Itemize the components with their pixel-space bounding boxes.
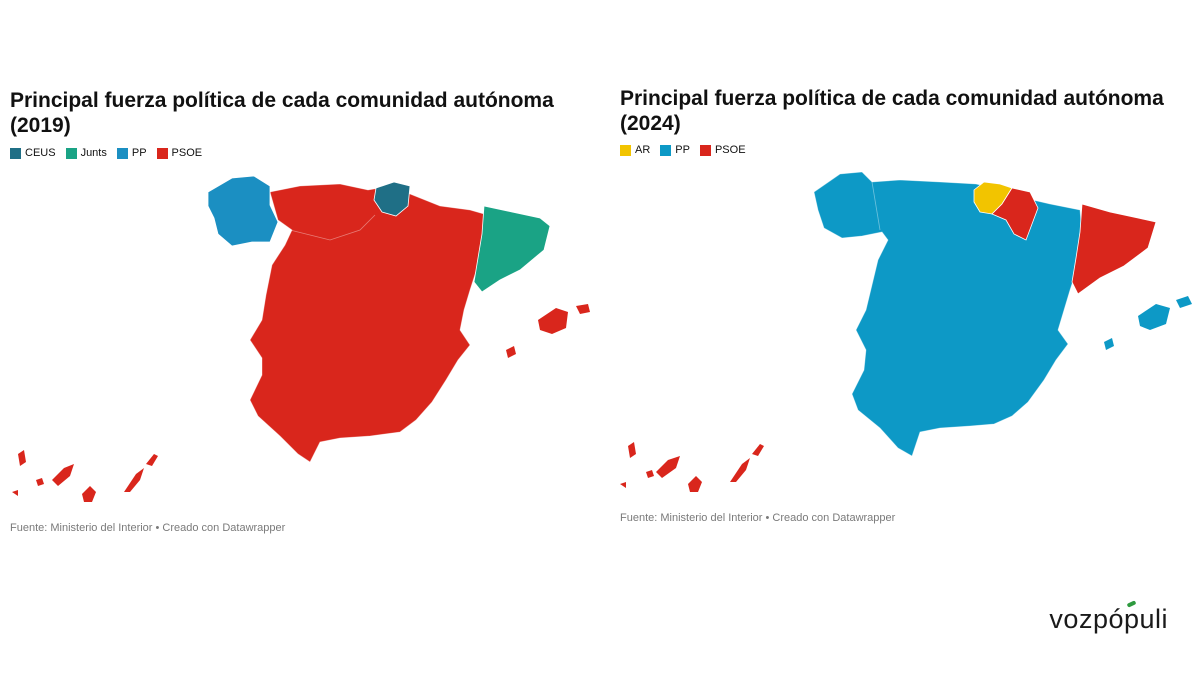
brand-logo-text: vozpópuli — [1049, 604, 1168, 634]
spain-map-2024 — [620, 171, 1192, 492]
region-canary-el-hierro[interactable] — [12, 490, 18, 496]
region-navarre[interactable] — [991, 187, 1039, 241]
region-canary-la-palma[interactable] — [628, 442, 636, 458]
region-canary-la-gomera[interactable] — [646, 470, 654, 478]
region-canary-gran-canaria[interactable] — [688, 476, 702, 492]
region-ibiza[interactable] — [1104, 338, 1114, 350]
region-mallorca[interactable] — [538, 308, 568, 334]
region-canary-fuerteventura[interactable] — [124, 468, 144, 492]
map-title-2019: Principal fuerza política de cada comuni… — [10, 89, 554, 137]
region-basque-country[interactable] — [373, 181, 411, 217]
spain-map-2019 — [12, 175, 590, 502]
region-canary-gran-canaria[interactable] — [82, 486, 96, 502]
region-canary-tenerife[interactable] — [52, 464, 74, 486]
map-panel-2019: Principal fuerza política de cada comuni… — [0, 0, 600, 560]
legend-label-ceus: CEUS — [25, 147, 56, 159]
legend-2024: AR PP PSOE — [620, 144, 746, 156]
legend-swatch-ar — [620, 144, 631, 156]
map-title-2024: Principal fuerza política de cada comuni… — [620, 87, 1164, 135]
legend-swatch-ceus — [10, 147, 21, 159]
region-rest-of-spain[interactable] — [249, 183, 485, 463]
brand-logo: vozpópuli — [1049, 600, 1168, 635]
source-note-2024: Fuente: Ministerio del Interior • Creado… — [620, 512, 896, 524]
legend-swatch-psoe — [156, 147, 168, 159]
region-catalonia[interactable] — [1071, 203, 1157, 295]
legend-swatch-junts — [65, 147, 77, 159]
region-canary-lanzarote[interactable] — [752, 444, 764, 456]
legend-item-ar: AR — [620, 144, 650, 156]
region-rest-of-spain[interactable] — [813, 171, 1083, 457]
region-canary-la-gomera[interactable] — [36, 478, 44, 486]
legend-label-pp: PP — [131, 147, 147, 159]
region-menorca[interactable] — [576, 304, 590, 314]
legend-label-psoe: PSOE — [171, 147, 203, 159]
legend-swatch-pp — [116, 147, 128, 159]
region-catalonia[interactable] — [473, 205, 551, 293]
internal-borders — [289, 214, 376, 241]
region-canary-el-hierro[interactable] — [620, 482, 626, 488]
region-mallorca[interactable] — [1138, 304, 1170, 330]
region-canary-tenerife[interactable] — [656, 456, 680, 478]
legend-2019: CEUS Junts PP PSOE — [10, 147, 202, 159]
legend-item-junts: Junts — [65, 147, 107, 159]
region-galicia[interactable] — [207, 175, 279, 247]
legend-swatch-psoe — [699, 144, 711, 156]
source-note-2019: Fuente: Ministerio del Interior • Creado… — [10, 522, 286, 534]
legend-item-pp: PP — [116, 147, 147, 159]
region-menorca[interactable] — [1176, 296, 1192, 308]
legend-swatch-pp — [660, 144, 672, 156]
internal-borders — [871, 181, 881, 231]
legend-item-pp: PP — [660, 144, 690, 156]
legend-item-psoe: PSOE — [156, 147, 203, 159]
legend-item-ceus: CEUS — [10, 147, 56, 159]
legend-label-psoe: PSOE — [714, 144, 746, 156]
map-panel-2024: Principal fuerza política de cada comuni… — [610, 0, 1200, 560]
region-ibiza[interactable] — [506, 346, 516, 358]
legend-label-ar: AR — [635, 144, 651, 156]
legend-label-pp: PP — [675, 144, 690, 156]
legend-label-junts: Junts — [80, 147, 107, 159]
legend-item-psoe: PSOE — [699, 144, 746, 156]
region-canary-fuerteventura[interactable] — [730, 458, 750, 482]
region-canary-lanzarote[interactable] — [146, 454, 158, 466]
region-canary-la-palma[interactable] — [18, 450, 26, 466]
